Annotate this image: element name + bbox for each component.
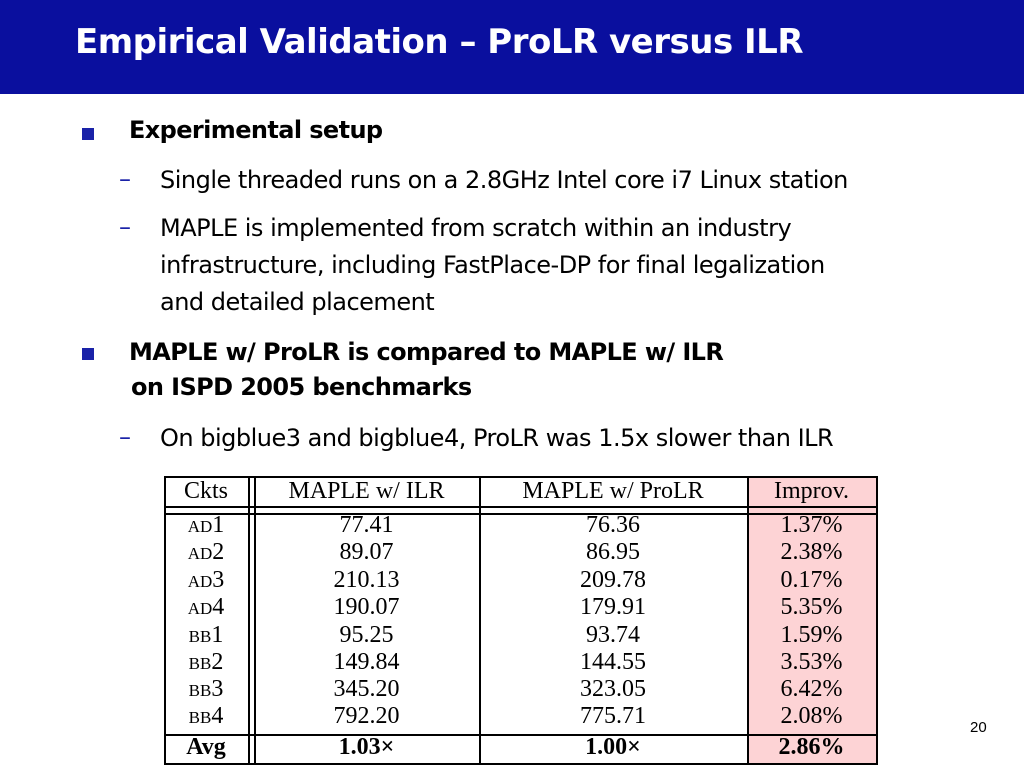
table-avg-prolr: 1.00× (585, 734, 641, 760)
table-header-ckts: Ckts (183, 478, 228, 504)
table-cell-ilr: 89.07 (339, 539, 394, 565)
table-cell-improv: 1.37% (780, 512, 843, 538)
dash-icon: – (119, 423, 131, 451)
table-vrule (747, 476, 749, 765)
table-header-maple-prolr: MAPLE w/ ProLR (522, 478, 704, 504)
table-cell-improv: 3.53% (780, 649, 843, 675)
title-bar: Empirical Validation – ProLR versus ILR (0, 0, 1024, 94)
table-avg-improv: 2.86% (778, 734, 845, 760)
bullet-1-sub-2-line-2: infrastructure, including FastPlace-DP f… (160, 251, 825, 279)
table-vrule (248, 476, 250, 765)
table-cell-ilr: 190.07 (333, 594, 400, 620)
table-vrule (164, 476, 166, 765)
table-vrule (876, 476, 878, 765)
table-cell-ckt: ad4 (187, 594, 225, 620)
bullet-1-sub-2-line-3: and detailed placement (160, 288, 435, 316)
table-cell-ilr: 95.25 (339, 622, 394, 648)
bullet-2-text-line-1: MAPLE w/ ProLR is compared to MAPLE w/ I… (129, 338, 724, 366)
table-cell-prolr: 179.91 (580, 594, 646, 620)
table-cell-ilr: 149.84 (333, 649, 400, 675)
table-header-improv: Improv. (773, 478, 850, 504)
table-cell-improv: 6.42% (780, 676, 843, 702)
table-cell-improv: 2.08% (780, 703, 843, 729)
table-cell-prolr: 775.71 (580, 703, 646, 729)
bullet-1-text: Experimental setup (129, 116, 383, 144)
table-header-maple-ilr: MAPLE w/ ILR (288, 478, 445, 504)
table-cell-improv: 1.59% (780, 622, 843, 648)
bullet-square-icon (82, 348, 94, 360)
bullet-1-sub-2-line-1: MAPLE is implemented from scratch within… (160, 214, 792, 242)
table-cell-prolr: 209.78 (580, 567, 646, 593)
table-cell-ckt: bb3 (188, 676, 224, 702)
table-cell-prolr: 144.55 (580, 649, 646, 675)
table-rule-header (164, 506, 878, 508)
table-rule-top (164, 476, 878, 478)
bullet-1-sub-1: Single threaded runs on a 2.8GHz Intel c… (160, 166, 848, 194)
page-number: 20 (970, 719, 987, 736)
improv-column-highlight (747, 476, 878, 765)
bullet-2-text-line-2: on ISPD 2005 benchmarks (131, 373, 472, 401)
slide-title: Empirical Validation – ProLR versus ILR (75, 22, 804, 62)
table-cell-improv: 2.38% (780, 539, 843, 565)
table-vrule (479, 476, 481, 765)
table-cell-ckt: ad2 (187, 539, 225, 565)
table-rule-bottom (164, 763, 878, 765)
table-cell-ckt: bb4 (188, 703, 224, 729)
table-cell-ilr: 345.20 (333, 676, 400, 702)
bullet-2-sub-1: On bigblue3 and bigblue4, ProLR was 1.5x… (160, 424, 834, 452)
table-cell-improv: 5.35% (780, 594, 843, 620)
bullet-square-icon (82, 128, 94, 140)
table-cell-prolr: 86.95 (586, 539, 640, 565)
table-cell-ilr: 210.13 (333, 567, 400, 593)
dash-icon: – (119, 165, 131, 193)
table-cell-prolr: 76.36 (586, 512, 640, 538)
table-cell-ckt: bb1 (188, 622, 224, 648)
table-vrule (254, 476, 256, 765)
table-cell-ckt: ad3 (187, 567, 225, 593)
table-avg-label: Avg (186, 734, 226, 760)
results-table: Ckts MAPLE w/ ILR MAPLE w/ ProLR Improv.… (164, 476, 878, 765)
table-cell-ilr: 792.20 (333, 703, 400, 729)
table-avg-ilr: 1.03× (338, 734, 395, 760)
table-cell-ilr: 77.41 (339, 512, 394, 538)
table-rule-header-double (164, 513, 878, 515)
table-cell-ckt: ad1 (187, 512, 225, 538)
table-cell-improv: 0.17% (780, 567, 843, 593)
table-rule-avg (164, 734, 878, 736)
table-cell-prolr: 93.74 (586, 622, 640, 648)
dash-icon: – (119, 213, 131, 241)
table-cell-ckt: bb2 (188, 649, 224, 675)
table-cell-prolr: 323.05 (580, 676, 646, 702)
